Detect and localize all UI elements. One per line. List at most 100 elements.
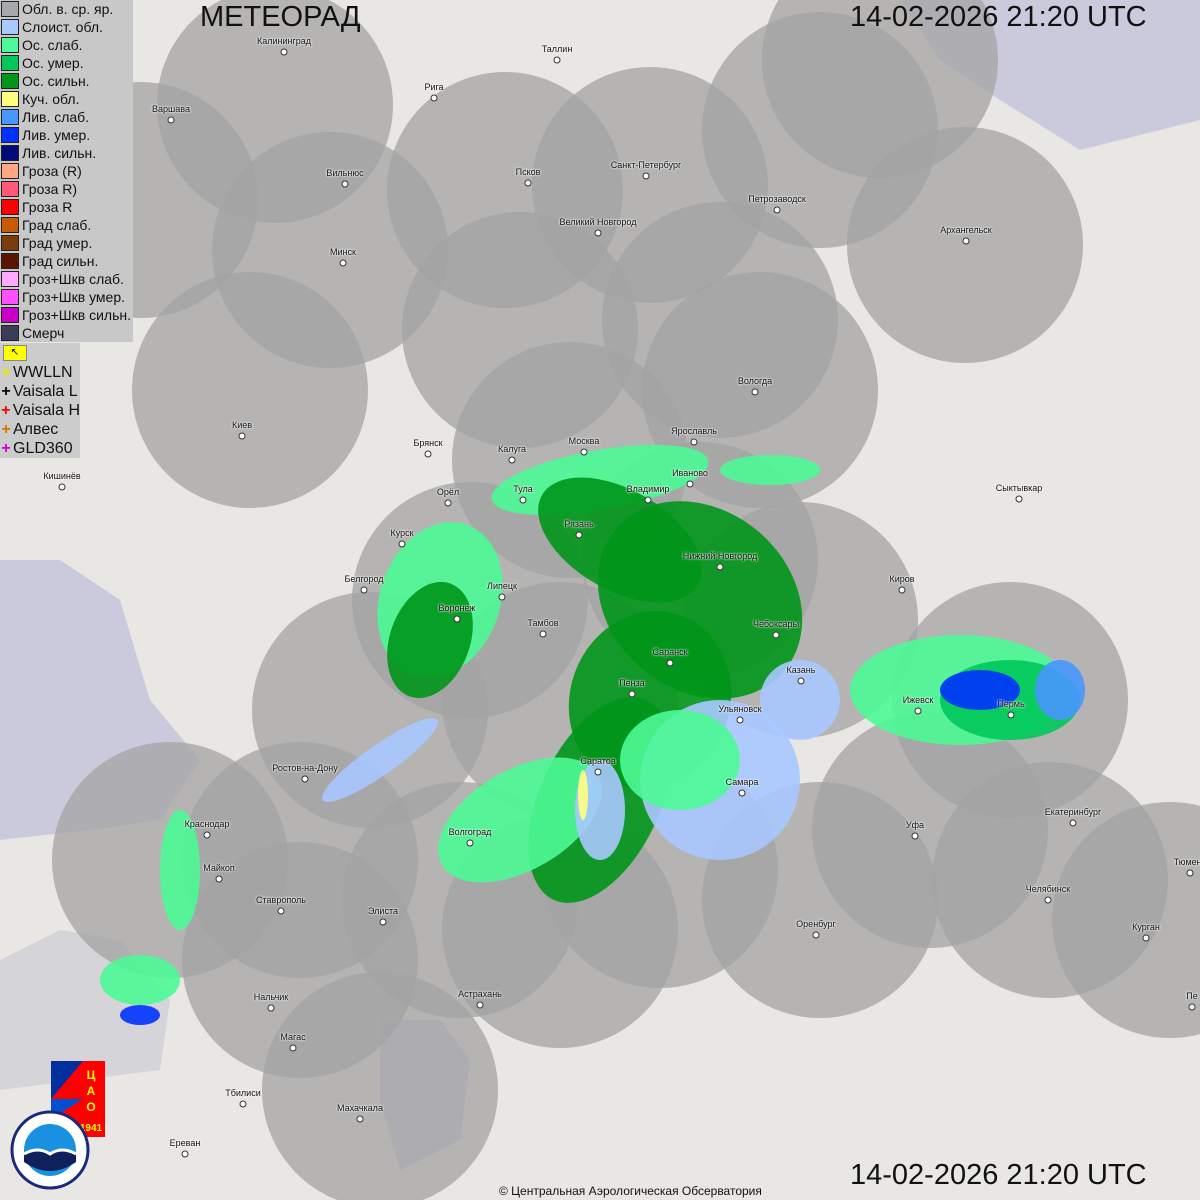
- legend-swatch: [1, 91, 19, 107]
- city-label: Пермь: [997, 699, 1025, 709]
- city-label: Вологда: [737, 376, 773, 386]
- city-label: Казань: [786, 665, 816, 675]
- svg-text:Ц: Ц: [87, 1068, 96, 1082]
- lightning-cross-icon: +: [1, 382, 11, 400]
- legend-label: Гроз+Шкв слаб.: [22, 271, 124, 287]
- city-label: Петрозаводск: [748, 194, 806, 204]
- city-marker-icon: [424, 450, 432, 458]
- lightning-source-item[interactable]: + WWLLN: [0, 363, 80, 382]
- legend-item: Гроза R: [0, 198, 133, 216]
- city-label: Тбилиси: [225, 1088, 261, 1098]
- city-label: Москва: [568, 436, 600, 446]
- city-marker-icon: [553, 56, 561, 64]
- city-label: Махачкала: [337, 1103, 383, 1113]
- legend-swatch: [1, 289, 19, 305]
- city-marker-icon: [1015, 495, 1023, 503]
- city-marker-icon: [914, 707, 922, 715]
- city-label: Ижевск: [902, 695, 934, 705]
- city-marker-icon: [911, 832, 919, 840]
- city-label: Чебоксары: [752, 619, 800, 629]
- precipitation-area: [578, 770, 588, 820]
- legend-swatch: [1, 73, 19, 89]
- radar-coverage-circle: [182, 742, 418, 978]
- datetime-bottom: 14-02-2026 21:20 UTC: [850, 1159, 1147, 1191]
- legend-label: Гроз+Шкв сильн.: [22, 307, 131, 323]
- precipitation-area: [620, 710, 740, 810]
- lightning-source-label: Vaisala L: [13, 382, 78, 400]
- lightning-source-item[interactable]: + Алвес: [0, 420, 80, 439]
- precipitation-area: [120, 1005, 160, 1025]
- city-marker-icon: [280, 48, 288, 56]
- city-marker-icon: [215, 875, 223, 883]
- city-marker-icon: [628, 690, 636, 698]
- legend-label: Град сильн.: [22, 253, 99, 269]
- precipitation-area: [940, 670, 1020, 710]
- arrow-corner-icon[interactable]: ↖: [3, 345, 27, 361]
- city-marker-icon: [360, 586, 368, 594]
- legend-item: Слоист. обл.: [0, 18, 133, 36]
- city-label: Нальчик: [253, 992, 289, 1002]
- city-label: Волгоград: [448, 827, 492, 837]
- city-marker-icon: [575, 531, 583, 539]
- page-title: МЕТЕОРАД: [200, 1, 361, 33]
- city-label: Киров: [889, 574, 915, 584]
- city-label: Кишинёв: [43, 471, 81, 481]
- legend-label: Ос. сильн.: [22, 73, 90, 89]
- lightning-cross-icon: +: [1, 363, 11, 381]
- legend-swatch: [1, 109, 19, 125]
- city-label: Архангельск: [940, 225, 992, 235]
- legend-swatch: [1, 253, 19, 269]
- lightning-source-item[interactable]: + GLD360: [0, 439, 80, 458]
- legend-label: Обл. в. ср. яр.: [22, 1, 114, 17]
- city-label: Курск: [390, 528, 414, 538]
- svg-text:1941: 1941: [80, 1123, 103, 1134]
- city-marker-icon: [797, 677, 805, 685]
- legend-label: Гроз+Шкв умер.: [22, 289, 126, 305]
- city-label: Нижний Новгород: [682, 551, 758, 561]
- legend-item: Ос. сильн.: [0, 72, 133, 90]
- lightning-source-label: GLD360: [13, 439, 73, 457]
- legend-item: Смерч: [0, 324, 133, 342]
- city-label: Уфа: [905, 820, 925, 830]
- precipitation-area: [387, 581, 473, 699]
- precipitation-area: [720, 455, 820, 485]
- precipitation-area: [322, 718, 438, 802]
- svg-text:О: О: [86, 1100, 95, 1114]
- city-label: Курган: [1132, 922, 1160, 932]
- city-marker-icon: [524, 179, 532, 187]
- legend-label: Град слаб.: [22, 217, 92, 233]
- city-label: Краснодар: [184, 819, 230, 829]
- legend-swatch: [1, 217, 19, 233]
- city-label: Брянск: [413, 438, 443, 448]
- city-marker-icon: [1186, 869, 1194, 877]
- legend-swatch: [1, 145, 19, 161]
- city-label: Великий Новгород: [559, 217, 637, 227]
- legend-label: Куч. обл.: [22, 91, 80, 107]
- city-marker-icon: [773, 206, 781, 214]
- city-marker-icon: [301, 775, 309, 783]
- city-label: Саранск: [652, 647, 688, 657]
- legend-item: Гроза (R): [0, 162, 133, 180]
- legend-item: Обл. в. ср. яр.: [0, 0, 133, 18]
- datetime-top: 14-02-2026 21:20 UTC: [850, 1, 1147, 33]
- city-marker-icon: [476, 1001, 484, 1009]
- lightning-source-item[interactable]: + Vaisala H: [0, 401, 80, 420]
- city-label: Сыктывкар: [995, 483, 1043, 493]
- legend-label: Ос. слаб.: [22, 37, 83, 53]
- legend-swatch: [1, 37, 19, 53]
- city-label: Оренбург: [796, 919, 836, 929]
- lightning-source-label: Vaisala H: [12, 401, 80, 419]
- city-label: Тула: [513, 484, 533, 494]
- lightning-legend: ↖ + WWLLN + Vaisala L + Vaisala H + Алвес + GLD36…: [0, 343, 80, 458]
- city-label: Элиста: [368, 906, 398, 916]
- legend-swatch: [1, 235, 19, 251]
- legend-label: Смерч: [22, 325, 65, 341]
- city-label: Киев: [231, 420, 253, 430]
- lightning-cross-icon: +: [1, 439, 11, 457]
- city-label: Ставрополь: [256, 895, 306, 905]
- radar-coverage-circle: [132, 272, 368, 508]
- city-label: Ереван: [169, 1138, 201, 1148]
- lightning-source-item[interactable]: + Vaisala L: [0, 382, 80, 401]
- legend-label: Лив. сильн.: [22, 145, 97, 161]
